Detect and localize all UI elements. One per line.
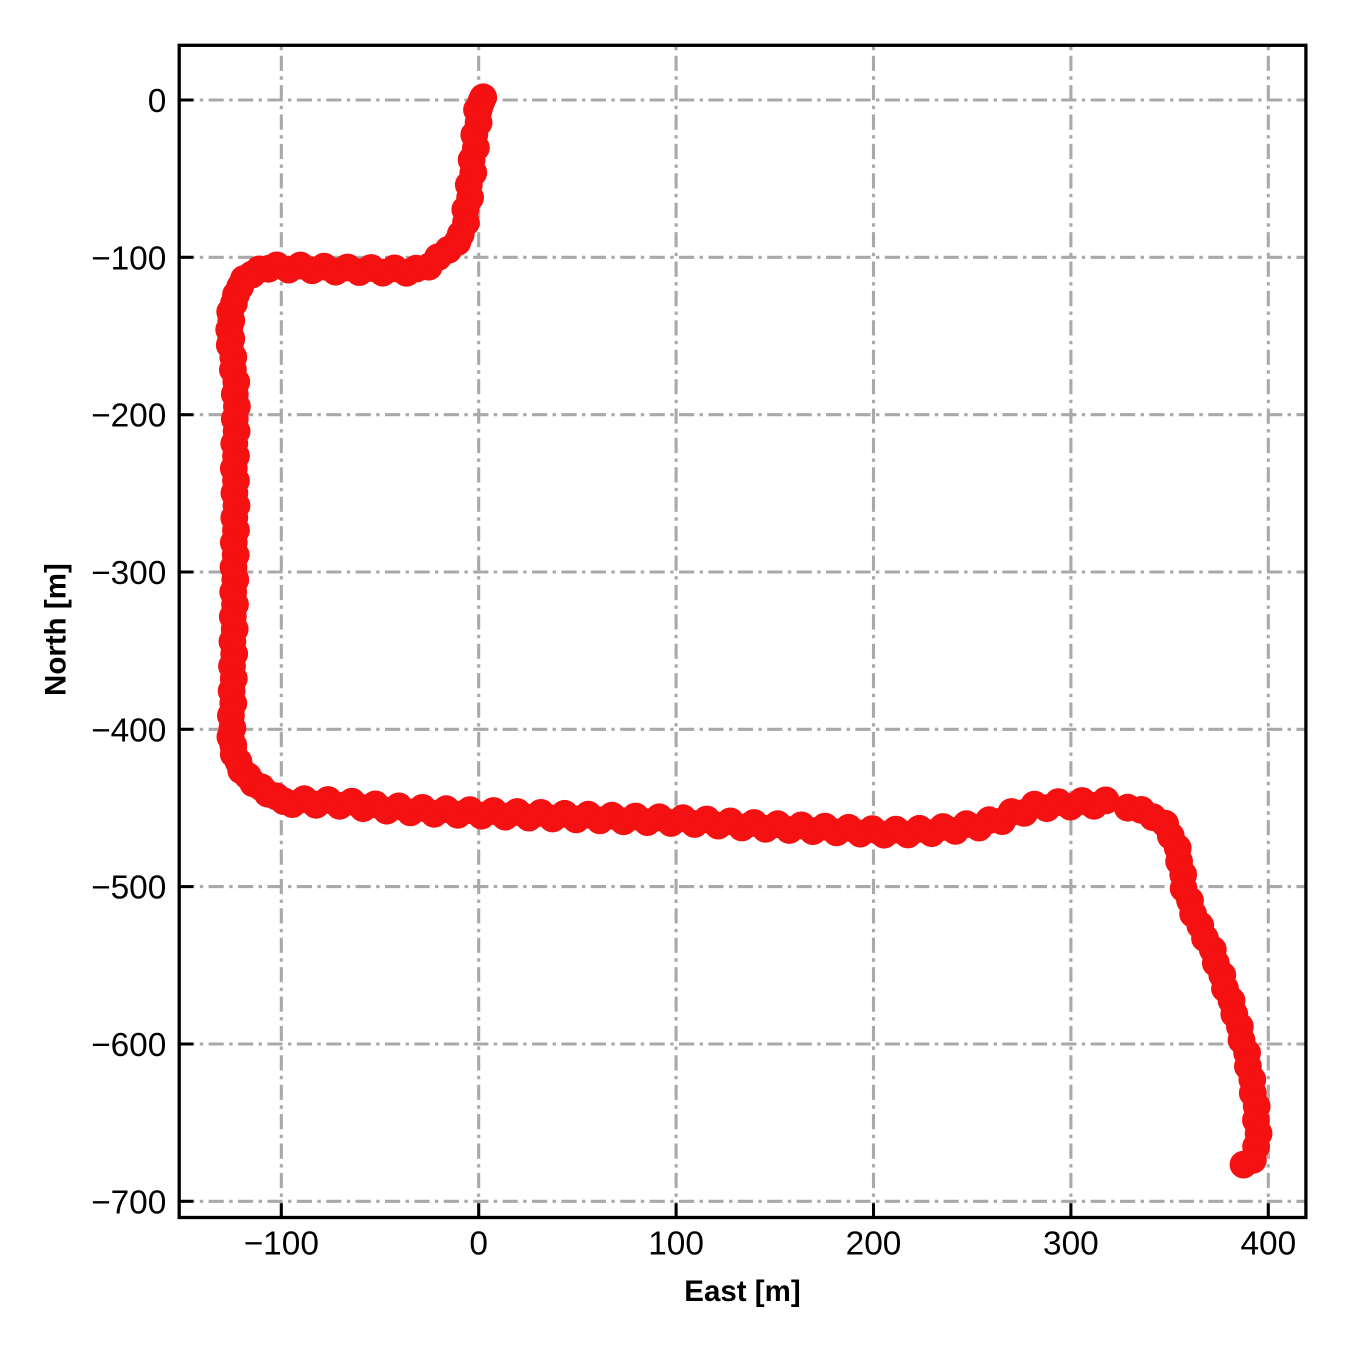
svg-text:300: 300: [1043, 1226, 1099, 1263]
svg-text:−300: −300: [91, 555, 166, 592]
svg-text:−400: −400: [91, 712, 166, 749]
svg-text:−200: −200: [91, 398, 166, 435]
svg-text:−700: −700: [91, 1184, 166, 1221]
svg-text:−600: −600: [91, 1027, 166, 1064]
svg-text:−100: −100: [244, 1226, 319, 1263]
svg-text:200: 200: [846, 1226, 902, 1263]
svg-text:400: 400: [1240, 1226, 1296, 1263]
svg-text:North [m]: North [m]: [40, 563, 73, 696]
svg-text:0: 0: [469, 1226, 488, 1263]
svg-text:−500: −500: [91, 870, 166, 907]
svg-text:100: 100: [648, 1226, 704, 1263]
svg-text:East [m]: East [m]: [684, 1275, 800, 1308]
svg-text:0: 0: [148, 83, 167, 120]
svg-text:−100: −100: [91, 240, 166, 277]
